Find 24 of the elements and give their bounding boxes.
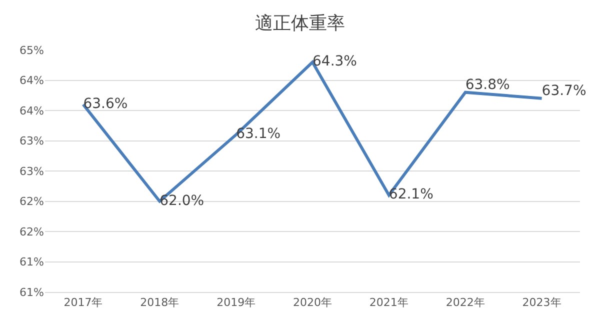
x-tick-label: 2023年 [522, 296, 562, 310]
y-tick-label: 64% [20, 74, 44, 88]
y-tick-label: 61% [20, 256, 44, 269]
data-label: 63.1% [236, 126, 281, 142]
data-label: 62.1% [388, 186, 434, 203]
y-tick-label: 63% [20, 134, 44, 148]
y-tick-label: 64% [20, 104, 44, 118]
y-tick-label: 62% [20, 195, 44, 208]
x-tick-label: 2020年 [293, 296, 332, 310]
x-tick-label: 2019年 [216, 296, 256, 310]
y-tick-label: 65% [20, 44, 44, 57]
data-label: 62.0% [160, 192, 204, 209]
data-label: 63.7% [542, 82, 586, 99]
x-tick-label: 2017年 [64, 296, 103, 310]
data-label: 64.3% [312, 54, 357, 70]
x-tick-label: 2018年 [140, 296, 180, 310]
data-label: 63.6% [83, 96, 128, 112]
x-tick-label: 2022年 [446, 296, 485, 310]
x-tick-label: 2021年 [369, 296, 408, 310]
chart-title: 適正体重率 [255, 12, 345, 34]
y-tick-label: 63% [20, 164, 44, 178]
y-tick-label: 62% [20, 225, 44, 238]
y-tick-label: 61% [20, 286, 44, 299]
data-label: 63.8% [465, 76, 510, 93]
